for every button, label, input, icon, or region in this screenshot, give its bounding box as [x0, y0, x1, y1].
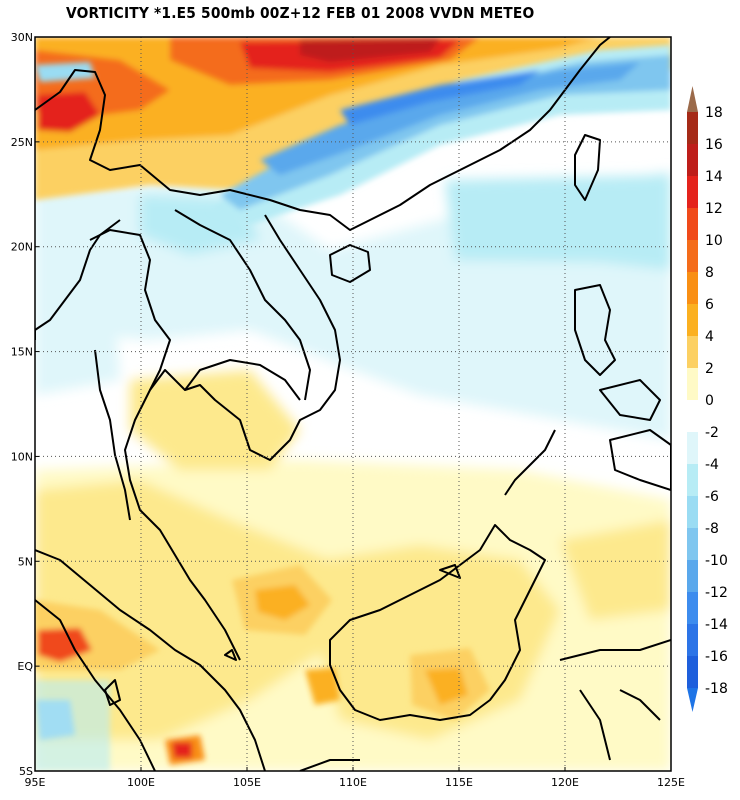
coastline-visayas	[599, 379, 661, 421]
coastline-borneo	[329, 524, 546, 721]
positive-vorticity-region	[560, 520, 671, 620]
map-title: VORTICITY *1.E5 500mb 00Z+12 FEB 01 2008…	[66, 4, 535, 22]
coastline-indochina	[124, 214, 341, 661]
coastline-taiwan	[574, 134, 601, 201]
lon-tick-label: 125E	[657, 776, 685, 789]
positive-vorticity-region	[35, 480, 340, 740]
coastline-hainan	[329, 244, 371, 283]
colorbar-swatch	[687, 208, 698, 240]
positive-vorticity-region	[255, 585, 310, 620]
lon-tick-label: 115E	[445, 776, 473, 789]
colorbar-swatch	[687, 496, 698, 528]
border-west	[35, 219, 121, 331]
colorbar-label: -4	[705, 457, 719, 473]
colorbar-top-arrow	[687, 86, 698, 112]
border-myanmar-thailand	[89, 229, 171, 391]
colorbar-label: -14	[705, 617, 728, 633]
colorbar-label: -12	[705, 585, 728, 601]
coastlines	[35, 37, 671, 771]
coastline-sumatra-south	[35, 599, 156, 771]
lon-tick-label: 95E	[25, 776, 46, 789]
coastline-sumatra	[35, 549, 266, 771]
lon-tick-label: 100E	[127, 776, 155, 789]
longitude-tick-labels: 95E 100E 105E 110E 115E 120E 125E	[25, 767, 685, 789]
lon-tick-label: 120E	[551, 776, 579, 789]
colorbar-label: 6	[705, 297, 714, 313]
lat-tick-label: 5N	[18, 555, 33, 568]
coastline-luzon	[574, 284, 616, 376]
colorbar-label: 16	[705, 137, 723, 153]
colorbar-swatch	[687, 592, 698, 624]
colorbar-label: -8	[705, 521, 719, 537]
coastline-palawan	[504, 429, 556, 496]
negative-vorticity-region	[35, 680, 110, 771]
lat-tick-label: 10N	[11, 450, 33, 463]
colorbar-label: 0	[705, 393, 714, 409]
colorbar-label: 18	[705, 105, 723, 121]
colorbar-swatch	[687, 112, 698, 144]
lat-tick-label: EQ	[17, 660, 33, 673]
lat-tick-label: 30N	[11, 31, 33, 44]
coastline-mainland	[35, 37, 611, 231]
colorbar-swatch	[687, 528, 698, 560]
colorbar-swatch	[687, 624, 698, 656]
positive-vorticity-region	[35, 37, 600, 150]
lon-tick-label: 110E	[339, 776, 367, 789]
colorbar-label: -10	[705, 553, 728, 569]
positive-vorticity-region	[305, 668, 340, 705]
colorbar-label: -18	[705, 681, 728, 697]
negative-vorticity-region	[340, 70, 540, 125]
coastline-java	[299, 759, 360, 771]
lat-tick-label: 25N	[11, 136, 33, 149]
vorticity-field	[35, 37, 671, 771]
colorbar-swatch	[687, 464, 698, 496]
colorbar-swatch	[687, 176, 698, 208]
colorbar-swatch	[687, 560, 698, 592]
map-frame: 5S EQ 5N 10N 15N 20N 25N 30N 95E 100E 105E 110E 115…	[11, 31, 685, 789]
colorbar-swatch	[687, 432, 698, 464]
colorbar-swatch	[687, 368, 698, 400]
border-laos-vietnam	[174, 209, 311, 401]
lat-tick-label: 15N	[11, 346, 33, 359]
negative-vorticity-region	[260, 62, 640, 175]
colorbar-swatch	[687, 304, 698, 336]
colorbar-label: -2	[705, 425, 719, 441]
colorbar-label: 4	[705, 329, 714, 345]
colorbar-swatch	[687, 272, 698, 304]
colorbar-label: -16	[705, 649, 728, 665]
colorbar-label: 8	[705, 265, 714, 281]
lat-tick-label: 5S	[19, 765, 33, 778]
colorbar-label: 12	[705, 201, 723, 217]
colorbar-label: -6	[705, 489, 719, 505]
coastline-mindanao	[609, 429, 671, 491]
colorbar-swatch	[687, 656, 698, 688]
lon-tick-label: 105E	[233, 776, 261, 789]
colorbar-swatch	[687, 144, 698, 176]
negative-vorticity-region	[35, 62, 95, 82]
colorbar-bottom-arrow	[687, 688, 698, 712]
colorbar: 18 16 14 12 10 8 6 4 2 0 -2 -4 -6 -8 -10 -12 -14 -16 -18	[687, 86, 728, 712]
lat-tick-label: 20N	[11, 241, 33, 254]
colorbar-swatch	[687, 240, 698, 272]
negative-vorticity-region	[35, 240, 120, 395]
colorbar-label: 2	[705, 361, 714, 377]
positive-vorticity-region	[130, 370, 300, 470]
colorbar-label: 14	[705, 169, 723, 185]
colorbar-swatch	[687, 336, 698, 368]
positive-vorticity-region	[172, 742, 192, 758]
coastline-islands	[104, 564, 461, 706]
negative-vorticity-region	[445, 175, 671, 270]
positive-vorticity-region	[38, 92, 100, 132]
positive-vorticity-region	[425, 668, 468, 705]
coastline-bay-of-bengal	[35, 330, 131, 521]
positive-vorticity-region	[300, 38, 440, 62]
negative-vorticity-region	[220, 55, 671, 210]
positive-vorticity-region	[320, 545, 560, 740]
colorbar-label: 10	[705, 233, 723, 249]
latitude-tick-labels: 5S EQ 5N 10N 15N 20N 25N 30N	[11, 31, 39, 778]
border-thailand-cambodia	[184, 359, 301, 401]
coastline-sulawesi	[559, 639, 671, 761]
